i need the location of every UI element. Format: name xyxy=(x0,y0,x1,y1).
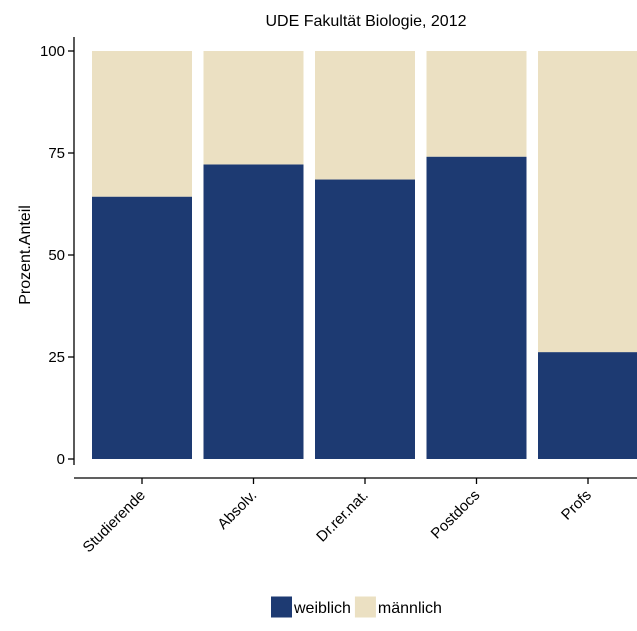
bar-maennlich-1 xyxy=(203,51,304,165)
y-tick-label: 75 xyxy=(48,145,65,162)
y-tick-label: 25 xyxy=(48,349,65,366)
x-tick-label: Studierende xyxy=(80,487,149,556)
bar-maennlich-3 xyxy=(426,51,527,157)
y-tick-label: 0 xyxy=(57,451,65,468)
bar-maennlich-2 xyxy=(315,51,415,180)
chart-title: UDE Fakultät Biologie, 2012 xyxy=(266,13,467,30)
legend-swatch-maennlich xyxy=(354,596,376,618)
x-tick-label: Profs xyxy=(558,487,595,524)
bar-maennlich-0 xyxy=(92,51,192,197)
y-axis-label: Prozent.Anteil xyxy=(17,205,34,305)
bar-weiblich-3 xyxy=(426,156,527,459)
legend-label-maennlich: männlich xyxy=(378,600,442,617)
y-tick-label: 100 xyxy=(40,43,65,60)
x-tick-label: Postdocs xyxy=(428,487,484,543)
legend-swatch-weiblich xyxy=(271,596,292,618)
bar-weiblich-4 xyxy=(538,352,637,459)
bar-maennlich-4 xyxy=(538,51,637,353)
y-tick-label: 50 xyxy=(48,247,65,264)
x-tick-label: Absolv. xyxy=(214,487,260,533)
legend-label-weiblich: weiblich xyxy=(293,600,351,617)
plot-area xyxy=(92,51,637,459)
legend: weiblich männlich xyxy=(271,596,442,618)
bar-weiblich-0 xyxy=(92,196,192,459)
x-tick-label: Dr.rer.nat. xyxy=(313,487,372,546)
bar-weiblich-1 xyxy=(203,164,304,459)
bar-weiblich-2 xyxy=(315,179,415,459)
